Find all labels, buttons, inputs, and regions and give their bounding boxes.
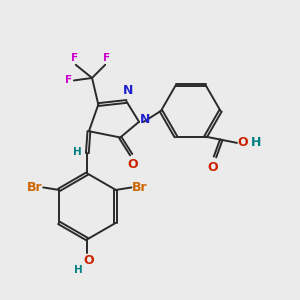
Text: O: O: [238, 136, 248, 149]
Text: H: H: [251, 136, 261, 149]
Text: O: O: [128, 158, 138, 172]
Text: O: O: [208, 161, 218, 174]
Text: N: N: [123, 84, 133, 97]
Text: F: F: [103, 53, 110, 63]
Text: H: H: [73, 147, 82, 157]
Text: F: F: [64, 76, 72, 85]
Text: F: F: [70, 53, 78, 63]
Text: N: N: [140, 113, 150, 126]
Text: Br: Br: [132, 181, 148, 194]
Text: Br: Br: [27, 181, 43, 194]
Text: O: O: [84, 254, 94, 267]
Text: H: H: [74, 265, 82, 275]
